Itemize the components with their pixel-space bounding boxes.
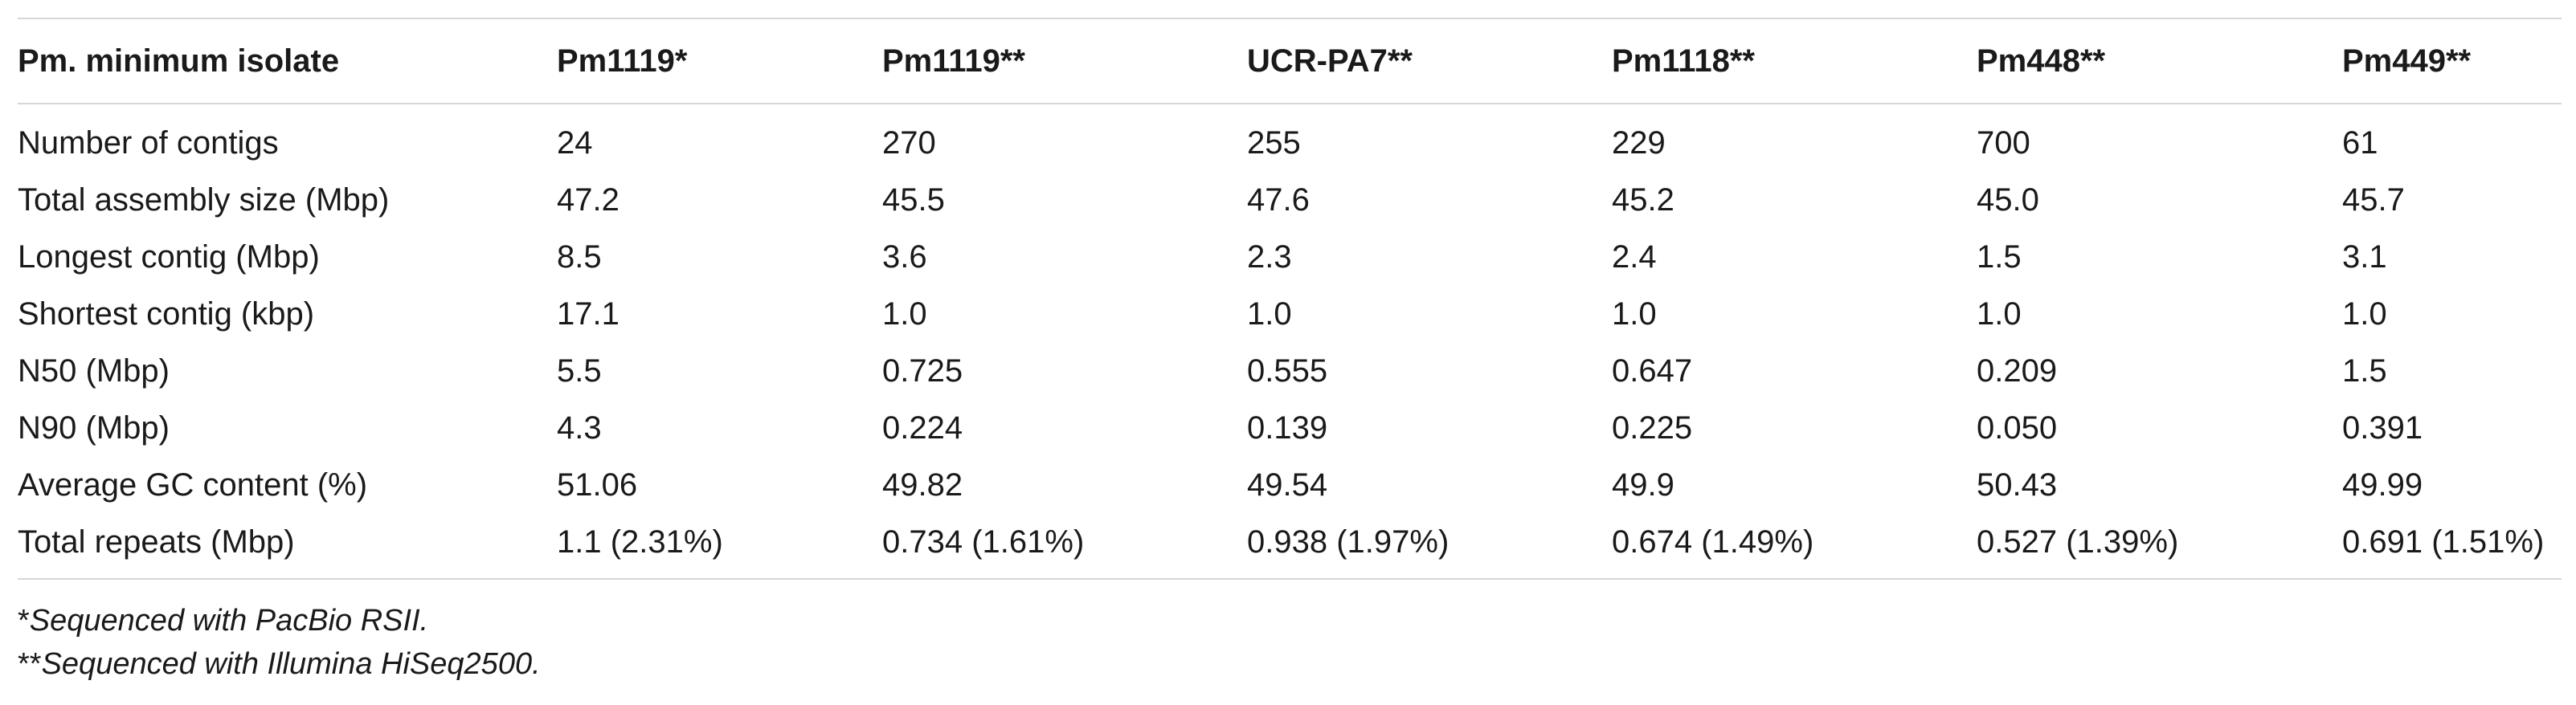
- row-label-cell: N90 (Mbp): [18, 410, 170, 446]
- row-label-cell: Number of contigs: [18, 124, 279, 161]
- row-label-cell: Shortest contig (kbp): [18, 295, 315, 332]
- footnote-illumina: **Sequenced with Illumina HiSeq2500.: [18, 647, 541, 682]
- table-cell: 8.5: [557, 238, 602, 275]
- table-cell: 45.7: [2342, 181, 2405, 218]
- table-cell: 45.5: [882, 181, 945, 218]
- table-cell: 0.555: [1247, 352, 1328, 389]
- table-cell: 2.3: [1247, 238, 1292, 275]
- table-cell: 5.5: [557, 352, 602, 389]
- header-cell-pm1119-pacbio: Pm1119*: [557, 43, 688, 79]
- header-cell-pm449: Pm449**: [2342, 43, 2472, 79]
- table-cell: 0.527 (1.39%): [1977, 524, 2179, 560]
- table-cell: 0.139: [1247, 410, 1328, 446]
- row-label-cell: Total repeats (Mbp): [18, 524, 295, 560]
- table-cell: 1.0: [1247, 295, 1292, 332]
- table-cell: 61: [2342, 124, 2378, 161]
- row-label-cell: Average GC content (%): [18, 467, 368, 503]
- table-cell: 24: [557, 124, 593, 161]
- table-cell: 1.0: [2342, 295, 2387, 332]
- table-top-rule: [18, 18, 2562, 19]
- table-cell: 1.1 (2.31%): [557, 524, 723, 560]
- table-body: Number of contigs 24 270 255 229 700 61 Total a…: [18, 104, 2562, 578]
- table-cell: 49.99: [2342, 467, 2423, 503]
- table-cell: 4.3: [557, 410, 602, 446]
- table-cell: 0.224: [882, 410, 963, 446]
- table-cell: 45.2: [1612, 181, 1674, 218]
- table-row: Number of contigs 24 270 255 229 700 61: [18, 114, 2562, 171]
- header-cell-pm448: Pm448**: [1977, 43, 2106, 79]
- row-label-cell: N50 (Mbp): [18, 352, 170, 389]
- table-row: Total repeats (Mbp) 1.1 (2.31%) 0.734 (1.6…: [18, 513, 2562, 570]
- table-cell: 2.4: [1612, 238, 1657, 275]
- table-cell: 1.0: [882, 295, 927, 332]
- table-cell: 51.06: [557, 467, 638, 503]
- header-cell-isolate: Pm. minimum isolate: [18, 43, 340, 79]
- table-cell: 1.0: [1977, 295, 2022, 332]
- table-cell: 47.6: [1247, 181, 1310, 218]
- table-row: Shortest contig (kbp) 17.1 1.0 1.0 1.0 1.0 1.0: [18, 285, 2562, 342]
- table-cell: 47.2: [557, 181, 619, 218]
- footnote-text: Sequenced with PacBio RSII.: [29, 604, 429, 638]
- table-cell: 45.0: [1977, 181, 2039, 218]
- footnote-pacbio: *Sequenced with PacBio RSII.: [18, 604, 428, 638]
- table-cell: 0.734 (1.61%): [882, 524, 1085, 560]
- table-cell: 0.691 (1.51%): [2342, 524, 2545, 560]
- table-row: N50 (Mbp) 5.5 0.725 0.555 0.647 0.209 1.5: [18, 342, 2562, 399]
- table-cell: 1.5: [2342, 352, 2387, 389]
- footnote-mark: **: [18, 647, 42, 681]
- table-cell: 50.43: [1977, 467, 2058, 503]
- table-cell: 49.82: [882, 467, 963, 503]
- table-cell: 700: [1977, 124, 2030, 161]
- table-cell: 49.9: [1612, 467, 1674, 503]
- footnote-mark: *: [18, 604, 30, 638]
- table-row: Longest contig (Mbp) 8.5 3.6 2.3 2.4 1.5 3.1: [18, 228, 2562, 285]
- row-label-cell: Longest contig (Mbp): [18, 238, 320, 275]
- table-header-row: Pm. minimum isolate Pm1119* Pm1119** UCR…: [18, 19, 2562, 103]
- table-cell: 255: [1247, 124, 1301, 161]
- table-cell: 0.225: [1612, 410, 1693, 446]
- table-cell: 0.209: [1977, 352, 2058, 389]
- table-cell: 1.5: [1977, 238, 2022, 275]
- table-row: Total assembly size (Mbp) 47.2 45.5 47.6 45.…: [18, 171, 2562, 228]
- assembly-stats-table: Pm. minimum isolate Pm1119* Pm1119** UCR…: [18, 18, 2562, 580]
- header-cell-ucr-pa7: UCR-PA7**: [1247, 43, 1413, 79]
- table-cell: 0.050: [1977, 410, 2058, 446]
- table-row: N90 (Mbp) 4.3 0.224 0.139 0.225 0.050 0.391: [18, 399, 2562, 456]
- header-cell-pm1118: Pm1118**: [1612, 43, 1755, 79]
- header-cell-pm1119-illumina: Pm1119**: [882, 43, 1025, 79]
- row-label-cell: Total assembly size (Mbp): [18, 181, 390, 218]
- table-cell: 0.647: [1612, 352, 1693, 389]
- table-cell: 229: [1612, 124, 1666, 161]
- table-cell: 3.6: [882, 238, 927, 275]
- table-bottom-rule: [18, 578, 2562, 580]
- table-cell: 0.674 (1.49%): [1612, 524, 1814, 560]
- table-cell: 49.54: [1247, 467, 1328, 503]
- footnote-text: Sequenced with Illumina HiSeq2500.: [41, 647, 541, 681]
- table-row: Average GC content (%) 51.06 49.82 49.54 49.…: [18, 456, 2562, 513]
- header-rule: [18, 103, 2562, 104]
- table-cell: 0.391: [2342, 410, 2423, 446]
- table-cell: 1.0: [1612, 295, 1657, 332]
- table-cell: 0.938 (1.97%): [1247, 524, 1450, 560]
- table-cell: 270: [882, 124, 936, 161]
- table-cell: 17.1: [557, 295, 619, 332]
- table-cell: 3.1: [2342, 238, 2387, 275]
- table-cell: 0.725: [882, 352, 963, 389]
